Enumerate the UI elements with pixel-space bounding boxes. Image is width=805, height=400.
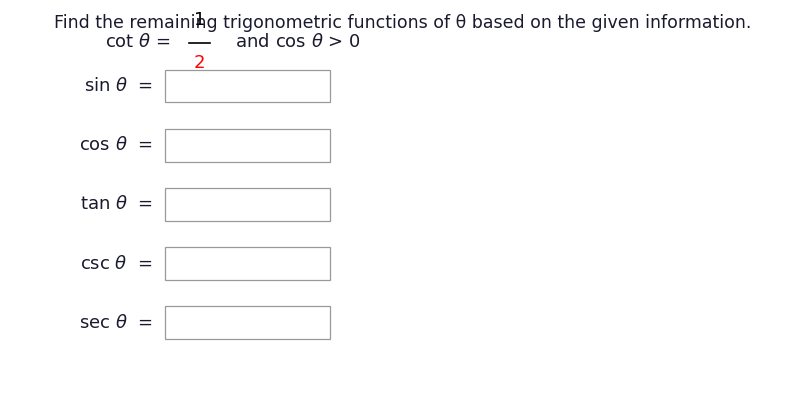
FancyBboxPatch shape	[165, 306, 330, 339]
FancyBboxPatch shape	[165, 129, 330, 162]
Text: 1: 1	[194, 11, 205, 29]
FancyBboxPatch shape	[165, 247, 330, 280]
Text: and cos $\theta$ > 0: and cos $\theta$ > 0	[224, 33, 361, 51]
Text: csc $\theta$  =: csc $\theta$ =	[80, 254, 153, 272]
Text: sin $\theta$  =: sin $\theta$ =	[84, 77, 153, 95]
Text: Find the remaining trigonometric functions of θ based on the given information.: Find the remaining trigonometric functio…	[54, 14, 751, 32]
FancyBboxPatch shape	[165, 188, 330, 221]
FancyBboxPatch shape	[165, 70, 330, 102]
Text: 2: 2	[194, 54, 205, 72]
Text: sec $\theta$  =: sec $\theta$ =	[80, 314, 153, 332]
Text: cot $\theta$ =: cot $\theta$ =	[105, 33, 170, 51]
Text: cos $\theta$  =: cos $\theta$ =	[80, 136, 153, 154]
Text: tan $\theta$  =: tan $\theta$ =	[80, 195, 153, 213]
